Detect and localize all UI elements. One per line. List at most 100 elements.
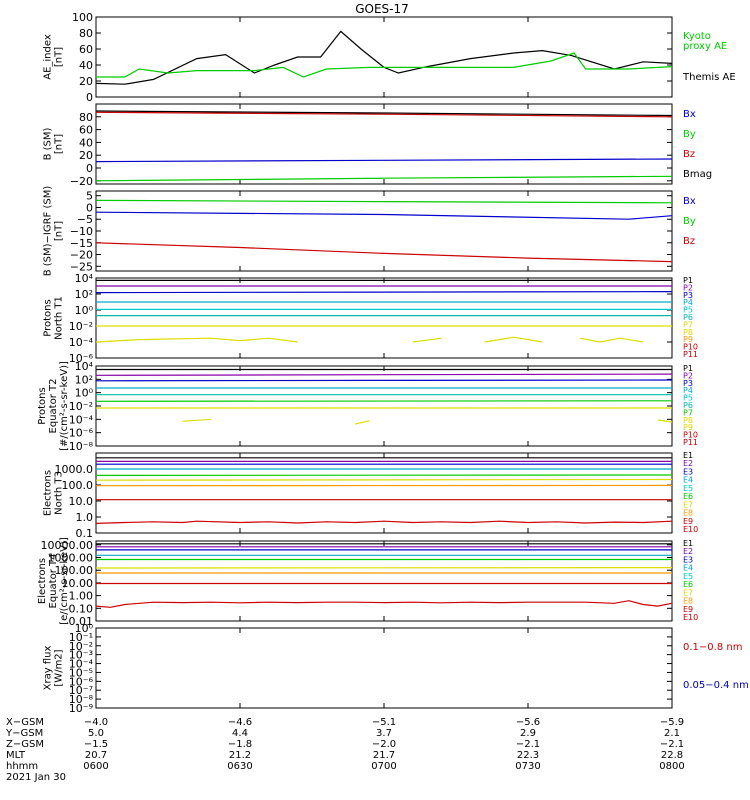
x-row-label: X−GSM: [6, 717, 44, 728]
y-axis-label: [e/(cm²-s-sr-keV)]: [59, 537, 70, 625]
panel-frame: [95, 365, 673, 447]
y-tick-label: 10⁻²: [69, 400, 93, 413]
x-tick-value: −5.6: [516, 717, 540, 728]
y-tick-label: 10⁻²: [69, 640, 93, 653]
x-tick-value: 20.7: [85, 750, 107, 761]
y-tick-label: 10⁻³: [69, 649, 93, 662]
series-line-by: [95, 199, 673, 204]
legend-label-p1: P1: [683, 364, 693, 373]
series-line-e7: [95, 478, 673, 481]
x-tick-value: 22.8: [661, 750, 683, 761]
legend-label-p9: P9: [683, 423, 693, 432]
y-tick-label: 10⁻⁶: [69, 675, 94, 688]
legend-label-p2: P2: [683, 371, 693, 380]
legend-label-e5: E5: [683, 484, 693, 493]
y-tick-label: 0: [86, 162, 93, 175]
y-tick-label: 60: [79, 43, 93, 56]
y-axis-label: North T3: [54, 471, 65, 515]
legend-label-p7: P7: [683, 320, 693, 329]
x-row-label: MLT: [6, 750, 26, 761]
x-row-label: Z−GSM: [6, 739, 44, 750]
legend-label-p9: P9: [683, 335, 693, 344]
y-tick-label: −5: [77, 213, 93, 226]
legend-label-p8: P8: [683, 328, 693, 337]
legend-label-p11: P11: [683, 350, 698, 359]
y-tick-label: 10000.00: [41, 539, 94, 552]
x-row-label: hhmm: [6, 761, 38, 772]
y-tick-label: 10⁻⁶: [69, 352, 94, 365]
y-tick-label: −15: [70, 237, 93, 250]
series-line-p9: [182, 418, 212, 422]
date-label: 2021 Jan 30: [6, 772, 66, 783]
legend-label-e3: E3: [683, 467, 693, 476]
y-axis-label: [#/(cm²-s-sr-keV)]: [59, 361, 70, 451]
y-axis-label: Xray flux: [43, 646, 54, 691]
legend-label-e1: E1: [683, 539, 693, 548]
legend-label-p5: P5: [683, 394, 693, 403]
legend-label-p8: P8: [683, 416, 693, 425]
panel-frame: [95, 627, 673, 709]
series-line-e10: [95, 520, 673, 524]
x-tick-value: −4.0: [84, 717, 108, 728]
y-tick-label: −20: [70, 249, 93, 262]
y-tick-label: 10⁰: [75, 622, 94, 635]
y-tick-label: 0.10: [69, 602, 94, 615]
legend-label-p3: P3: [683, 291, 693, 300]
y-tick-label: 5: [86, 190, 93, 203]
y-tick-label: −20: [70, 175, 93, 188]
series-line-bx: [95, 158, 673, 163]
y-axis-label: [nT]: [54, 221, 65, 241]
x-tick-value: 0600: [83, 761, 108, 772]
y-tick-label: 10⁻⁶: [69, 427, 94, 440]
y-tick-label: 10⁻⁹: [69, 702, 93, 715]
y-tick-label: 10⁴: [75, 272, 94, 285]
legend-label-e6: E6: [683, 580, 693, 589]
chart-panel-3: −25−20−15−10−505 B (SM)−IGRF (SM) [nT] Bx By…: [43, 186, 696, 277]
series-line-p3: [95, 379, 673, 382]
y-axis-label: [nT]: [54, 134, 65, 154]
legend-label-e1: E1: [683, 451, 693, 460]
y-axis-label: Equator T2: [48, 379, 59, 434]
legend-label-p4: P4: [683, 386, 693, 395]
y-tick-label: 1000.00: [48, 552, 94, 565]
legend-label-p2: P2: [683, 283, 693, 292]
x-tick-value: −2.1: [660, 739, 684, 750]
y-tick-label: 40: [79, 136, 93, 149]
series-line-themis-ae: [95, 30, 673, 85]
y-axis-label: North T1: [54, 296, 65, 340]
y-tick-label: 100.0: [62, 479, 94, 492]
y-tick-label: 80: [79, 27, 93, 40]
y-tick-label: 40: [79, 59, 93, 72]
y-tick-label: 20: [79, 75, 93, 88]
legend-label-e7: E7: [683, 500, 693, 509]
y-tick-label: 10²: [75, 288, 93, 301]
series-line-p10: [355, 420, 370, 425]
y-tick-label: 10⁻⁴: [69, 658, 94, 671]
legend-label-e3: E3: [683, 555, 693, 564]
legend-label-e8: E8: [683, 509, 693, 518]
legend-label-e6: E6: [683, 492, 693, 501]
legend-label-bz: Bz: [683, 236, 695, 247]
x-tick-value: 0700: [371, 761, 396, 772]
y-tick-label: 10⁻⁷: [69, 684, 93, 697]
y-tick-label: 0: [86, 201, 93, 214]
x-tick-value: 2.9: [520, 728, 536, 739]
legend-label-p10: P10: [683, 343, 698, 352]
legend-label-0-1-0-8-nm: 0.1−0.8 nm: [683, 642, 742, 653]
y-tick-label: 1000.0: [55, 463, 94, 476]
legend-label-e2: E2: [683, 547, 693, 556]
y-axis-label: [W/m2]: [54, 649, 65, 686]
legend-label-by: By: [683, 216, 696, 227]
panel-frame: [95, 277, 673, 359]
y-tick-label: 10⁰: [75, 387, 94, 400]
y-tick-label: 100: [72, 11, 93, 24]
legend-label-p11: P11: [683, 438, 698, 447]
y-tick-label: 10.0: [69, 495, 94, 508]
series-line-kyoto-proxy-ae: [96, 52, 673, 78]
legend-label-bx: Bx: [683, 196, 696, 207]
